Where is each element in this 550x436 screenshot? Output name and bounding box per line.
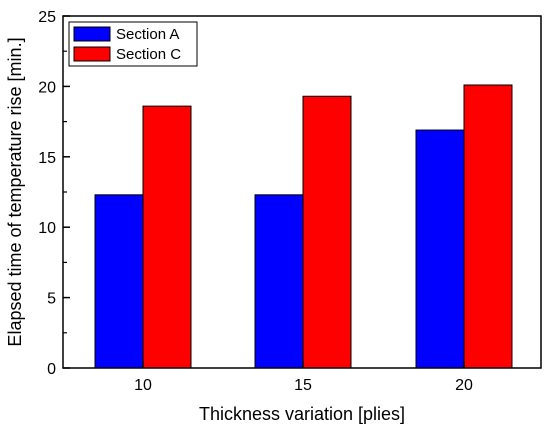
x-tick-label: 10 [134,377,152,394]
legend-label-section-a: Section A [116,26,179,43]
bar-section-a-15 [254,194,304,369]
y-axis-ticks: 0 5 10 15 20 25 [38,9,70,378]
y-tick-label: 20 [38,79,56,96]
legend-label-section-c: Section C [116,46,181,63]
x-axis-ticks: 10 15 20 [134,361,473,394]
legend-swatch-section-c [73,46,111,62]
y-tick-label: 5 [47,291,56,308]
legend-swatch-section-a [73,26,111,42]
bars-layer [94,84,513,369]
bar-section-c-20 [463,84,513,369]
x-tick-label: 20 [455,377,473,394]
x-tick-label: 15 [294,377,312,394]
y-tick-label: 15 [38,150,56,167]
y-axis-title: Elapsed time of temperature rise [min.] [5,37,25,346]
x-axis-title: Thickness variation [plies] [199,404,405,424]
bar-section-a-20 [415,129,465,369]
bar-section-c-15 [302,95,352,369]
bar-section-c-10 [142,105,192,369]
legend: Section A Section C [68,21,198,67]
y-tick-label: 10 [38,220,56,237]
y-tick-label: 0 [47,361,56,378]
bar-section-a-10 [94,194,144,369]
y-tick-label: 25 [38,9,56,26]
